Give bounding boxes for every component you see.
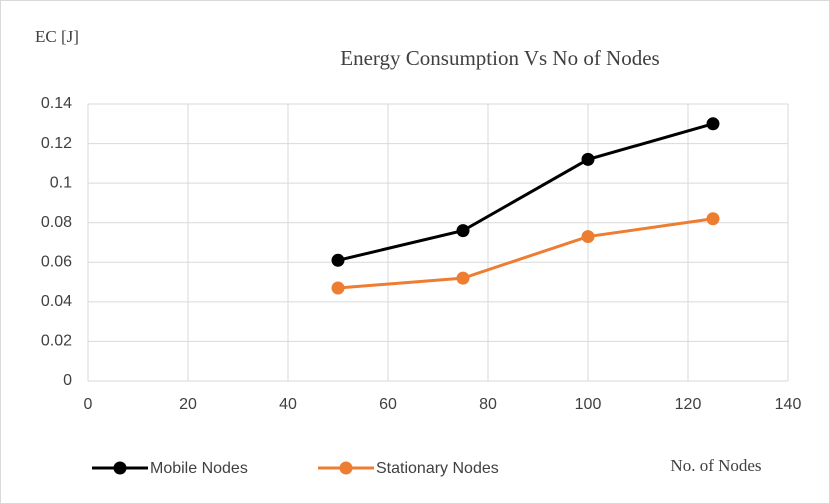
legend-label: Mobile Nodes <box>150 460 248 477</box>
data-point <box>581 152 595 166</box>
data-point <box>706 212 720 226</box>
data-point <box>706 117 720 131</box>
data-point <box>331 281 345 295</box>
x-tick-label: 20 <box>179 396 197 413</box>
series-line <box>337 122 714 262</box>
legend-label: Stationary Nodes <box>376 460 499 477</box>
y-tick-label: 0.08 <box>41 214 72 231</box>
y-tick-label: 0.06 <box>41 254 72 271</box>
data-point <box>456 271 470 285</box>
legend-marker <box>113 461 127 475</box>
data-point <box>456 224 470 238</box>
x-tick-label: 100 <box>575 396 602 413</box>
y-tick-label: 0.02 <box>41 333 72 350</box>
series-line <box>337 217 714 290</box>
x-tick-label: 140 <box>775 396 802 413</box>
x-tick-label: 120 <box>675 396 702 413</box>
y-tick-label: 0.14 <box>41 95 72 112</box>
x-axis-label: No. of Nodes <box>670 456 761 475</box>
y-axis-label: EC [J] <box>35 27 79 46</box>
y-tick-label: 0.04 <box>41 293 72 310</box>
x-tick-label: 80 <box>479 396 497 413</box>
chart-title: Energy Consumption Vs No of Nodes <box>340 46 659 70</box>
y-tick-label: 0.1 <box>50 174 72 191</box>
x-tick-label: 40 <box>279 396 297 413</box>
x-tick-label: 60 <box>379 396 397 413</box>
x-tick-label: 0 <box>84 396 93 413</box>
y-tick-label: 0.12 <box>41 135 72 152</box>
legend-marker <box>339 461 353 475</box>
y-tick-label: 0 <box>63 372 72 389</box>
data-point <box>581 230 595 244</box>
data-point <box>331 253 345 267</box>
